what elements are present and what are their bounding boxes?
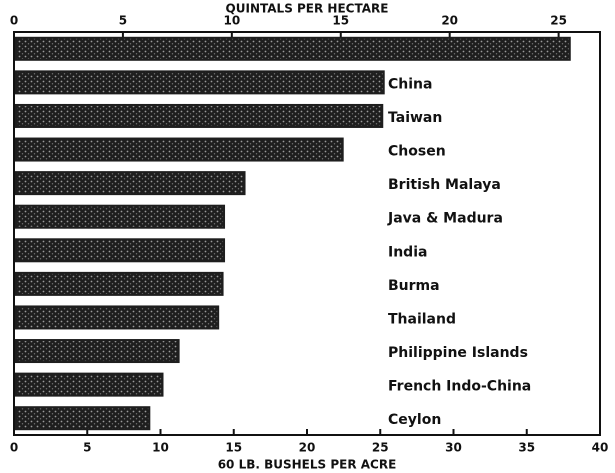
x-tick-label: 25 [372, 441, 389, 455]
bar [15, 238, 226, 263]
bar [15, 372, 164, 397]
category-label: Chosen [388, 144, 446, 160]
bar [15, 171, 246, 196]
bottom-axis-label: 60 LB. BUSHELS PER ACRE [218, 458, 397, 472]
x-tick-label: 30 [445, 441, 462, 455]
category-label: Burma [388, 278, 440, 294]
x2-tick-label: 20 [441, 14, 458, 28]
category-label: China [388, 76, 432, 92]
category-label: Ceylon [388, 412, 441, 428]
x2-tick-label: 0 [10, 14, 18, 28]
category-label: British Malaya [388, 177, 501, 193]
bar [15, 70, 385, 95]
category-label: India [388, 244, 427, 260]
category-label: Taiwan [388, 110, 442, 126]
bar [15, 305, 220, 330]
x-tick-label: 20 [299, 441, 316, 455]
category-label: French Indo-China [388, 379, 531, 395]
x-tick-label: 5 [83, 441, 91, 455]
x-tick-label: 35 [518, 441, 535, 455]
bar [15, 339, 180, 364]
x-tick-label: 10 [152, 441, 169, 455]
category-label: Thailand [388, 311, 456, 327]
x2-tick-label: 5 [119, 14, 127, 28]
x-tick-label: 40 [592, 441, 609, 455]
bar [15, 103, 384, 128]
top-axis-label: QUINTALS PER HECTARE [226, 2, 389, 16]
x2-tick-label: 15 [332, 14, 349, 28]
bar [15, 406, 151, 431]
x2-tick-label: 25 [550, 14, 567, 28]
bar [15, 204, 226, 229]
x-tick-label: 0 [10, 441, 18, 455]
bar [15, 36, 571, 61]
x2-tick-label: 10 [223, 14, 240, 28]
x-tick-label: 15 [225, 441, 242, 455]
category-label: Philippine Islands [388, 345, 528, 361]
bar [15, 271, 224, 296]
bar [15, 137, 344, 162]
category-label: Java & Madura [387, 211, 503, 227]
